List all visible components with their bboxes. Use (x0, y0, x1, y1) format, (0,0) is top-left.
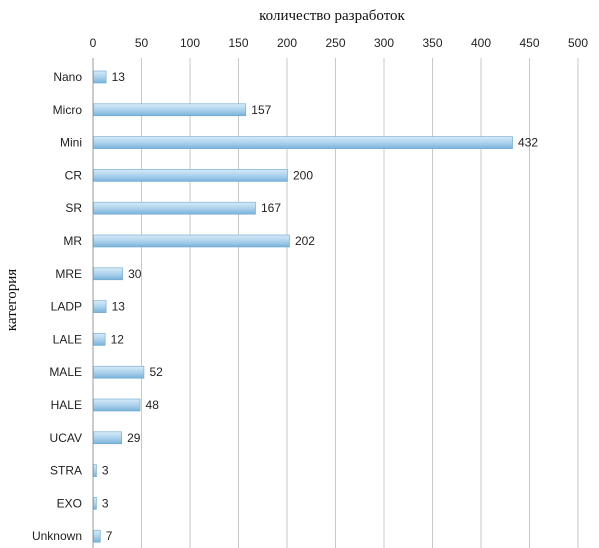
bar-mr (93, 234, 290, 248)
value-label-stra: 3 (102, 464, 109, 478)
bar-nano (93, 70, 107, 84)
bar-hale (93, 398, 141, 412)
value-label-ucav: 29 (127, 431, 141, 445)
bar-stra (93, 464, 97, 477)
category-label-hale: HALE (51, 398, 82, 412)
x-tick-label-150: 150 (228, 36, 248, 50)
x-tick-labels: 0 50 100 150 200 250 300 350 400 450 500 (90, 36, 589, 50)
bar-lale (93, 333, 106, 346)
category-label-stra: STRA (50, 464, 82, 478)
value-label-hale: 48 (146, 398, 160, 412)
category-labels: Nano Micro Mini CR SR MR MRE LADP LALE MALE HALE UC… (32, 70, 82, 543)
bar-unknown (93, 529, 101, 543)
value-label-micro: 157 (251, 103, 271, 117)
x-tick-label-250: 250 (325, 36, 345, 50)
category-label-sr: SR (65, 201, 82, 215)
value-label-ladp: 13 (112, 300, 126, 314)
x-tick-label-100: 100 (180, 36, 200, 50)
category-label-mr: MR (63, 234, 82, 248)
value-label-exo: 3 (102, 496, 109, 510)
bar-cr (93, 169, 288, 182)
category-label-lale: LALE (53, 332, 82, 346)
category-label-ladp: LADP (51, 300, 82, 314)
category-label-cr: CR (65, 168, 83, 182)
value-labels: 13 157 432 200 167 202 30 13 12 52 48 29 3 3 7 (102, 70, 538, 543)
bar-ucav (93, 431, 122, 445)
x-tick-label-350: 350 (422, 36, 442, 50)
bar-mre (93, 267, 123, 281)
category-label-mini: Mini (60, 136, 82, 150)
x-tick-label-300: 300 (374, 36, 394, 50)
x-tick-label-400: 400 (471, 36, 491, 50)
bar-ladp (93, 300, 107, 313)
gridlines (92, 58, 579, 548)
x-tick-label-450: 450 (519, 36, 539, 50)
y-axis-title: категория (4, 269, 20, 331)
x-tick-label-200: 200 (277, 36, 297, 50)
x-tick-label-50: 50 (135, 36, 149, 50)
value-label-mini: 432 (518, 136, 538, 150)
category-label-ucav: UCAV (50, 431, 82, 445)
category-label-exo: EXO (57, 496, 82, 510)
category-label-micro: Micro (53, 103, 83, 117)
category-label-mre: MRE (55, 267, 82, 281)
bar-mini (93, 136, 513, 149)
x-axis-title: количество разработок (259, 8, 405, 24)
category-label-male: MALE (49, 365, 82, 379)
value-label-male: 52 (149, 365, 163, 379)
value-label-sr: 167 (261, 201, 281, 215)
value-label-mre: 30 (128, 267, 142, 281)
value-label-unknown: 7 (106, 529, 113, 543)
x-tick-label-0: 0 (90, 36, 97, 50)
category-label-unknown: Unknown (32, 529, 82, 543)
value-label-mr: 202 (295, 234, 315, 248)
category-label-nano: Nano (53, 70, 82, 84)
x-tick-label-500: 500 (568, 36, 588, 50)
bar-micro (93, 103, 247, 117)
value-label-lale: 12 (111, 332, 125, 346)
bar-male (93, 365, 145, 379)
value-label-nano: 13 (112, 70, 126, 84)
value-label-cr: 200 (293, 168, 313, 182)
bar-exo (93, 497, 97, 510)
bars (93, 70, 513, 543)
bar-sr (93, 201, 256, 215)
